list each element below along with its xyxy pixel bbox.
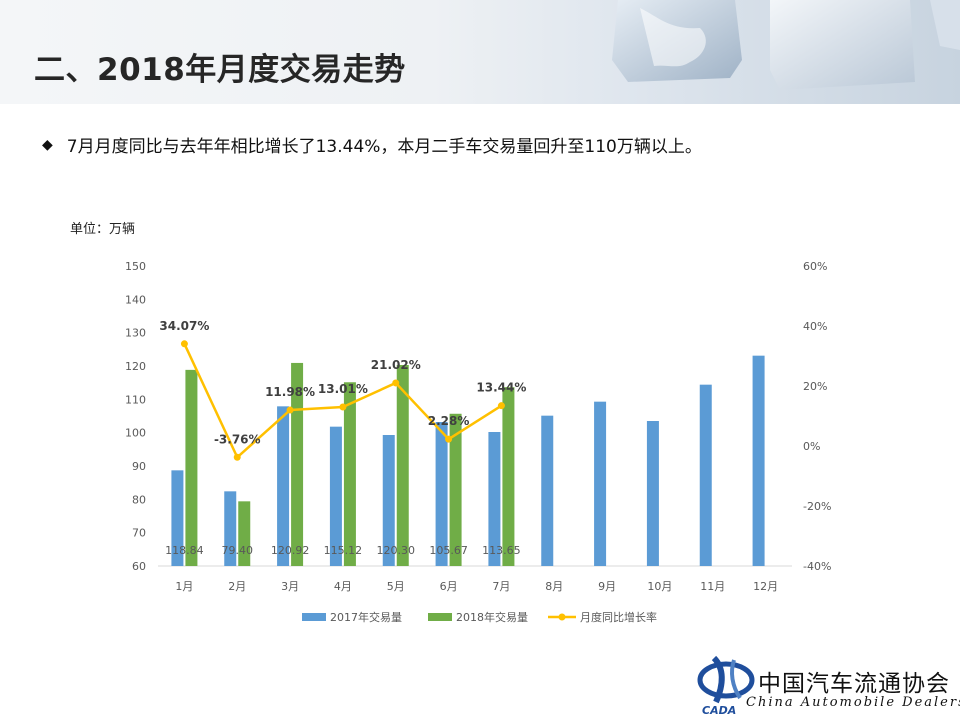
bar-2018 [396, 365, 409, 566]
growth-point [445, 435, 453, 443]
bar-2017 [277, 406, 290, 566]
y-tick-label: 60 [132, 560, 146, 573]
cada-logo-icon: CADA [697, 655, 755, 717]
growth-data-label: 21.02% [371, 358, 421, 372]
y-tick-label: 110 [125, 393, 146, 406]
bar-data-label: 120.92 [271, 544, 310, 557]
x-tick-label: 12月 [753, 580, 778, 593]
x-tick-label: 7月 [492, 580, 510, 593]
x-tick-label: 1月 [175, 580, 193, 593]
summary-text: 7月月度同比与去年年相比增长了13.44%，本月二手车交易量回升至110万辆以上… [66, 137, 702, 157]
x-tick-label: 11月 [700, 580, 725, 593]
y-tick-label: 150 [125, 260, 146, 273]
bar-2017 [435, 422, 448, 566]
header-banner: 二、2018年月度交易走势 [0, 0, 960, 104]
legend-marker-growth [558, 613, 566, 621]
bar-2018 [238, 501, 251, 566]
unit-label: 单位：万辆 [70, 222, 136, 237]
growth-point [392, 379, 400, 387]
bar-2018 [343, 382, 356, 566]
x-tick-label: 4月 [334, 580, 352, 593]
org-name-en: China Automobile Dealers [746, 695, 960, 710]
bar-2017 [541, 415, 554, 566]
growth-point [339, 403, 347, 411]
bar-2017 [594, 401, 607, 566]
y-tick-label: 90 [132, 460, 146, 473]
bar-2017 [488, 432, 501, 566]
y-tick-label: 100 [125, 427, 146, 440]
growth-data-label: 13.01% [318, 382, 368, 396]
y2-tick-label: -20% [803, 500, 831, 513]
bar-data-label: 79.40 [222, 544, 254, 557]
y2-tick-label: 60% [803, 260, 827, 273]
growth-point [497, 402, 505, 410]
org-name-cn: 中国汽车流通协会 [758, 671, 950, 697]
legend-label-2018: 2018年交易量 [456, 610, 528, 624]
growth-data-label: 2.28% [428, 414, 470, 428]
bar-2017 [646, 421, 659, 566]
bar-2017 [224, 491, 237, 566]
bar-2018 [502, 387, 515, 566]
y2-tick-label: 0% [803, 440, 820, 453]
bar-data-label: 115.12 [324, 544, 363, 557]
page-title: 二、2018年月度交易走势 [34, 52, 406, 88]
logo-text: CADA [702, 704, 736, 717]
growth-point [286, 406, 294, 414]
x-tick-label: 8月 [545, 580, 563, 593]
bar-2018 [449, 413, 462, 566]
bullet-diamond-icon: ◆ [42, 136, 53, 153]
bar-2018 [291, 362, 304, 566]
x-tick-label: 2月 [228, 580, 246, 593]
growth-point [233, 453, 241, 461]
bar-2017 [382, 435, 395, 566]
growth-data-label: 11.98% [265, 385, 315, 399]
growth-data-label: 34.07% [159, 319, 209, 333]
bar-2017 [329, 426, 342, 566]
bar-data-label: 118.84 [165, 544, 204, 557]
legend-swatch-2018 [428, 613, 452, 621]
bar-data-label: 120.30 [377, 544, 416, 557]
bar-2017 [171, 470, 184, 566]
y-tick-label: 140 [125, 293, 146, 306]
y-tick-label: 80 [132, 493, 146, 506]
x-tick-label: 6月 [440, 580, 458, 593]
y-tick-label: 70 [132, 527, 146, 540]
bar-2017 [699, 384, 712, 566]
legend-label-growth: 月度同比增长率 [580, 610, 657, 624]
legend-swatch-2017 [302, 613, 326, 621]
growth-data-label: 13.44% [476, 381, 526, 395]
bar-data-label: 113.65 [482, 544, 521, 557]
legend-label-2017: 2017年交易量 [330, 610, 402, 624]
y2-tick-label: 20% [803, 380, 827, 393]
y-tick-label: 120 [125, 360, 146, 373]
bar-data-label: 105.67 [429, 544, 468, 557]
x-tick-label: 10月 [647, 580, 672, 593]
header-decoration [612, 0, 960, 90]
y-tick-label: 130 [125, 327, 146, 340]
bar-2018 [185, 369, 198, 566]
x-tick-label: 5月 [387, 580, 405, 593]
y2-tick-label: 40% [803, 320, 827, 333]
x-tick-label: 9月 [598, 580, 616, 593]
bar-2017 [752, 355, 765, 566]
growth-point [180, 340, 188, 348]
y2-tick-label: -40% [803, 560, 831, 573]
summary-bullet: ◆ 7月月度同比与去年年相比增长了13.44%，本月二手车交易量回升至110万辆… [42, 132, 702, 158]
growth-data-label: -3.76% [214, 432, 261, 446]
x-tick-label: 3月 [281, 580, 299, 593]
